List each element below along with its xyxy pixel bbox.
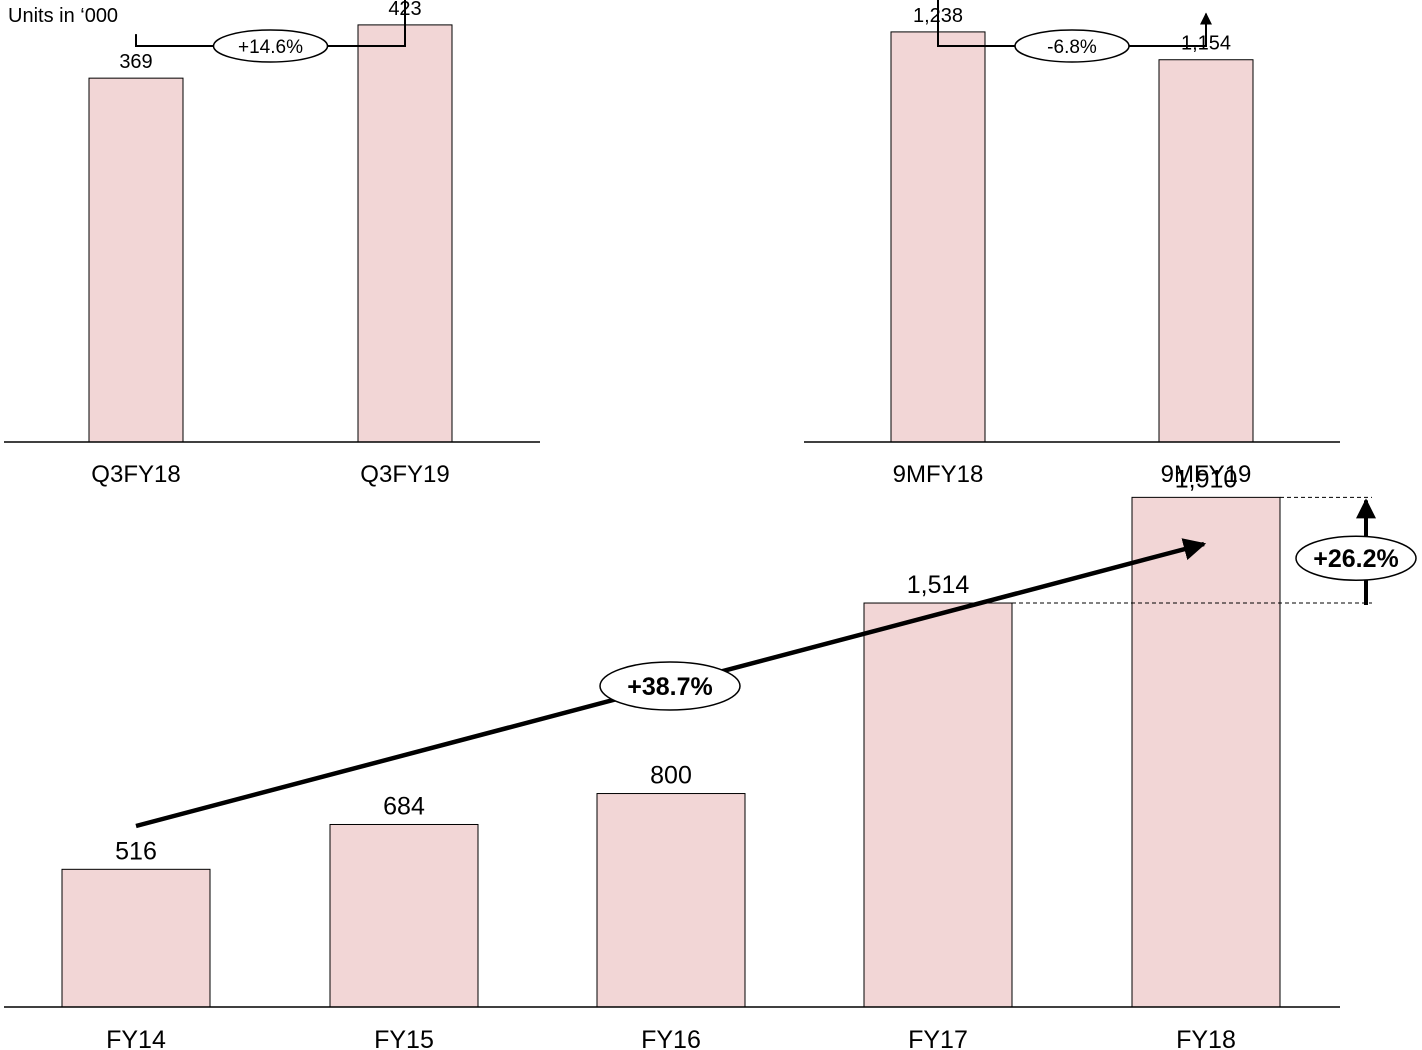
units-label: Units in ‘000	[8, 5, 119, 27]
bar-fy14	[61, 868, 211, 1008]
delta-callout-ellipse	[1295, 535, 1417, 581]
tick-label-q3fy18: Q3FY18	[91, 461, 180, 488]
data-label-fy16: 800	[650, 762, 692, 790]
growth-callout-label: +14.6%	[238, 37, 303, 58]
delta-callout-label: +26.2%	[1313, 545, 1399, 573]
trend-callout-ellipse	[599, 661, 741, 711]
bar-q3fy18	[88, 77, 184, 443]
tick-label-9mfy19: 9MFY19	[1161, 461, 1252, 488]
bar-9mfy19	[1158, 59, 1254, 443]
data-label-fy15: 684	[383, 792, 425, 820]
annual-volume-chart: 516 FY14 684 FY15 800 FY16 1,514 FY17 1,910 FY18 +…	[4, 465, 1417, 1050]
tick-label-9mfy18: 9MFY18	[893, 461, 984, 488]
tick-label-fy14: FY14	[106, 1026, 166, 1050]
tick-label-fy15: FY15	[374, 1026, 434, 1050]
growth-callout-ellipse	[212, 29, 329, 63]
bar-fy17	[863, 602, 1013, 1008]
data-label-fy17: 1,514	[907, 571, 970, 599]
data-label-fy18: 1,910	[1175, 465, 1238, 493]
trend-callout-label: +38.7%	[627, 673, 713, 701]
growth-callout-ellipse	[1014, 29, 1130, 63]
tick-label-fy17: FY17	[908, 1026, 968, 1050]
data-label-q3fy18: 369	[119, 51, 152, 73]
bar-q3fy19	[357, 24, 453, 443]
tick-label-q3fy19: Q3FY19	[360, 461, 449, 488]
bar-fy15	[329, 823, 479, 1008]
data-label-fy14: 516	[115, 837, 157, 865]
tick-label-fy18: FY18	[1176, 1026, 1236, 1050]
bar-fy16	[596, 793, 746, 1008]
tick-label-fy16: FY16	[641, 1026, 701, 1050]
bar-fy18	[1131, 496, 1281, 1008]
bar-9mfy18	[890, 31, 986, 443]
growth-callout-label: -6.8%	[1047, 37, 1097, 58]
